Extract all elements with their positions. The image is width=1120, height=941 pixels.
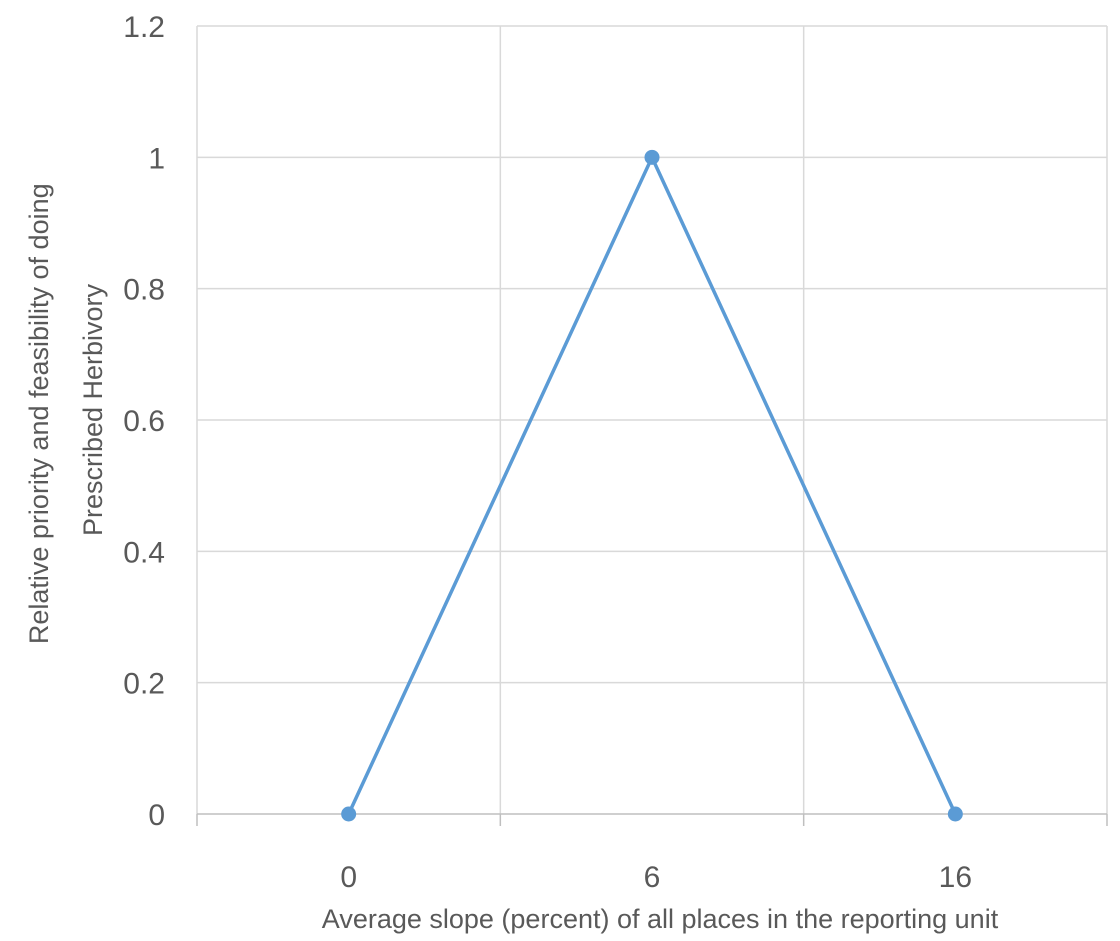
axes <box>196 26 1108 826</box>
data-point <box>947 806 963 822</box>
y-tick-label: 0 <box>148 799 165 832</box>
y-tick-label: 1.2 <box>123 11 165 44</box>
gridlines <box>197 25 1108 814</box>
y-tick-label: 0.6 <box>123 405 165 438</box>
x-axis-tick-labels: 0 6 16 <box>340 861 972 894</box>
data-point <box>644 149 660 165</box>
y-tick-label: 1 <box>148 142 165 175</box>
x-tick-label: 0 <box>340 861 357 894</box>
series-layer <box>341 149 963 822</box>
x-axis-title: Average slope (percent) of all places in… <box>322 904 999 934</box>
series-line <box>347 155 957 815</box>
x-tick-label: 16 <box>939 861 972 894</box>
y-tick-label: 0.4 <box>123 536 165 569</box>
y-tick-label: 0.8 <box>123 274 165 307</box>
x-tick-label: 6 <box>644 861 661 894</box>
y-axis-title-line-2: Prescribed Herbivory <box>78 283 108 536</box>
y-axis-title: Relative priority and feasibility of doi… <box>24 176 108 644</box>
y-axis-tick-labels: 0 0.2 0.4 0.6 0.8 1 1.2 <box>123 11 165 832</box>
y-axis-title-line-1: Relative priority and feasibility of doi… <box>24 183 54 644</box>
data-point <box>341 806 357 822</box>
y-tick-label: 0.2 <box>123 668 165 701</box>
